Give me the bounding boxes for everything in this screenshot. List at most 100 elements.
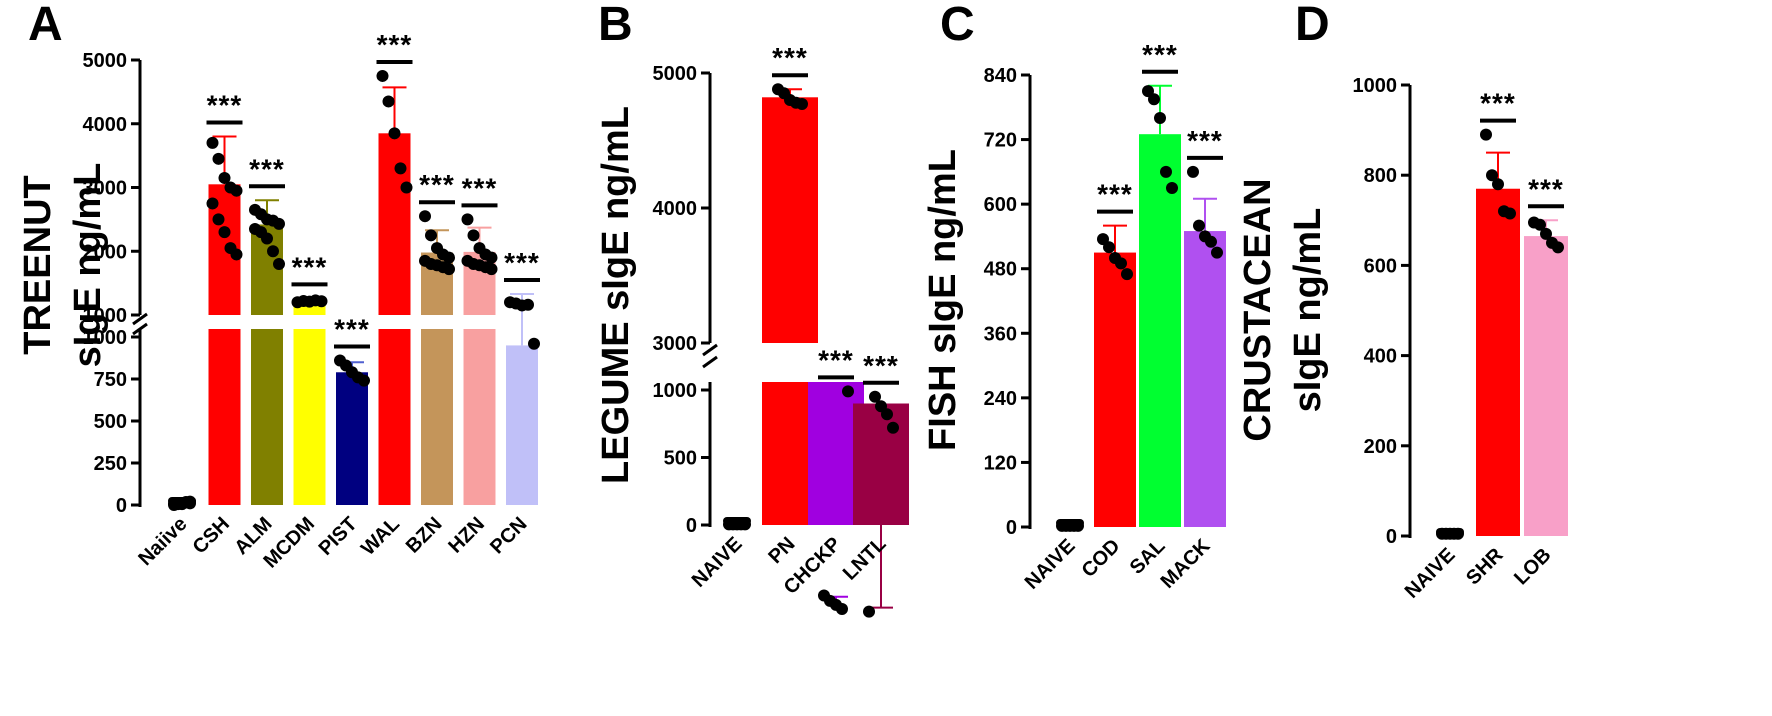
bar-mack — [1184, 231, 1226, 528]
data-point — [1154, 112, 1166, 125]
y-tick-label: 0 — [1006, 517, 1017, 539]
significance-stars: *** — [249, 153, 285, 184]
significance-stars: *** — [504, 247, 540, 278]
data-point — [212, 213, 225, 226]
axis-break-mark — [702, 355, 718, 369]
y-tick-label: 480 — [984, 259, 1017, 281]
y-axis-label: sIgE ng/mL — [1287, 208, 1329, 413]
y-tick-label: 400 — [1364, 346, 1397, 368]
x-tick-label: LOB — [1510, 544, 1555, 589]
data-point — [218, 171, 231, 184]
x-tick-label: BZN — [402, 513, 447, 558]
y-tick-label: 4000 — [83, 114, 128, 136]
bar-lob — [1524, 236, 1568, 536]
y-tick-label: 500 — [664, 448, 697, 470]
data-point — [184, 497, 196, 510]
data-point — [1193, 219, 1205, 232]
data-point — [400, 181, 413, 194]
data-point — [1540, 227, 1552, 240]
x-tick-label: PIST — [315, 513, 362, 560]
significance-stars: *** — [1528, 173, 1564, 204]
data-point — [1115, 257, 1127, 270]
data-point — [1166, 182, 1178, 194]
data-point — [863, 605, 875, 618]
panel-letter: C — [940, 0, 975, 51]
significance-stars: *** — [334, 314, 370, 345]
y-axis-label: LEGUME sIgE ng/mL — [595, 106, 637, 484]
data-point — [230, 248, 243, 261]
data-point — [1103, 241, 1115, 254]
y-tick-label: 0 — [1386, 526, 1397, 548]
data-point — [261, 232, 273, 245]
data-point — [443, 251, 455, 264]
data-point — [836, 602, 848, 615]
x-tick-label: LNTL — [839, 533, 891, 585]
x-tick-label: NAIVE — [1021, 535, 1080, 594]
data-point — [376, 69, 389, 82]
data-point — [315, 295, 328, 308]
y-tick-label: 840 — [984, 65, 1017, 87]
y-axis-label: TREENUT — [17, 175, 59, 354]
y-tick-label: 0 — [686, 515, 697, 537]
bar-pn — [762, 97, 818, 343]
y-tick-label: 500 — [94, 411, 127, 433]
bar-wal — [378, 133, 411, 315]
data-point — [467, 229, 480, 242]
bar-cod — [1094, 252, 1136, 528]
significance-stars: *** — [377, 29, 413, 60]
data-point — [206, 197, 219, 210]
data-point — [869, 390, 881, 403]
y-tick-label: 0 — [116, 495, 127, 517]
significance-stars: *** — [1097, 179, 1133, 210]
bar-csh — [208, 329, 241, 505]
data-point — [739, 518, 751, 531]
y-tick-label: 3000 — [83, 178, 128, 200]
x-tick-label: SHR — [1462, 544, 1508, 590]
y-tick-label: 120 — [984, 452, 1017, 474]
data-point — [1160, 165, 1172, 178]
x-tick-label: PN — [764, 533, 799, 568]
data-point — [273, 258, 285, 270]
bar-shr — [1476, 188, 1520, 537]
y-tick-label: 4000 — [653, 198, 698, 220]
data-point — [842, 385, 854, 398]
y-tick-label: 2000 — [83, 241, 128, 263]
panel-D: D CRUSTACEAN sIgE ng/mL 0 200 400 600 800 1000 NA… — [1237, 0, 1568, 603]
data-point — [1148, 93, 1160, 106]
significance-stars: *** — [207, 90, 243, 121]
panel-C: C FISH sIgE ng/mL 0 120 240 360 480 600 720 840 NA… — [922, 0, 1226, 594]
y-tick-label: 360 — [984, 323, 1017, 345]
x-tick-label: PCN — [486, 513, 531, 558]
data-point — [1492, 178, 1504, 191]
y-tick-label: 600 — [984, 194, 1017, 216]
y-tick-label: 1000 — [1353, 75, 1398, 97]
significance-stars: *** — [772, 42, 808, 73]
y-tick-label: 1000 — [653, 380, 698, 402]
data-point — [1187, 165, 1199, 178]
x-tick-label: COD — [1078, 535, 1125, 582]
y-tick-label: 750 — [94, 369, 127, 391]
significance-stars: *** — [1142, 39, 1178, 70]
data-point — [1504, 207, 1516, 220]
data-point — [425, 229, 437, 242]
data-point — [1211, 246, 1223, 259]
y-tick-label: 5000 — [83, 50, 128, 72]
y-tick-label: 800 — [1364, 165, 1397, 187]
data-point — [1486, 169, 1498, 182]
significance-stars: *** — [419, 169, 455, 200]
data-point — [206, 136, 219, 149]
data-point — [382, 95, 395, 108]
data-point — [267, 245, 279, 258]
y-tick-label: 3000 — [653, 333, 698, 355]
x-tick-label: NAIVE — [1401, 544, 1460, 603]
bar-pist — [336, 372, 368, 505]
y-axis-label: FISH sIgE ng/mL — [922, 149, 964, 451]
data-point — [1552, 241, 1564, 254]
y-tick-label: 240 — [984, 388, 1017, 410]
data-point — [528, 337, 540, 350]
data-point — [1452, 527, 1464, 540]
data-point — [522, 298, 534, 311]
data-point — [461, 213, 474, 226]
data-point — [881, 408, 893, 421]
significance-stars: *** — [818, 344, 854, 375]
